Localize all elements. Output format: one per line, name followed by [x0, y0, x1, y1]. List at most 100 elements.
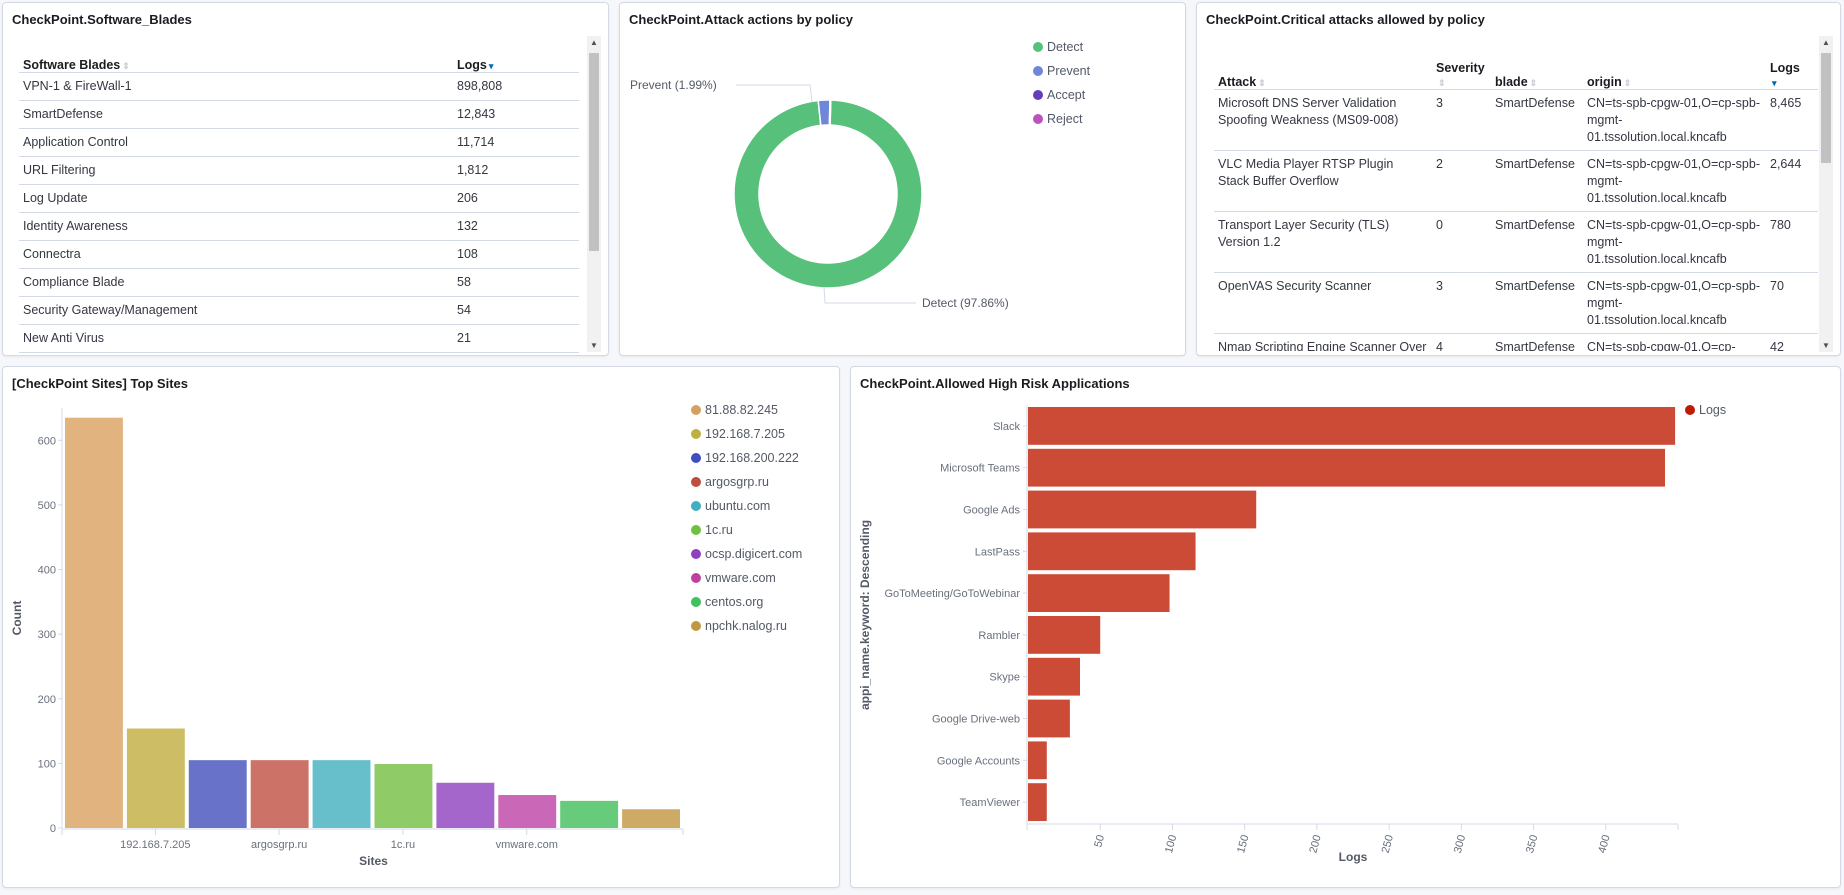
legend-item[interactable]: vmware.com [691, 571, 776, 585]
severity-cell: 4 [1432, 333, 1491, 351]
bar[interactable] [1028, 616, 1101, 654]
legend-dot-icon [691, 597, 701, 607]
bar[interactable] [250, 760, 309, 828]
table-row: Compliance Blade 58 [19, 268, 579, 297]
table-row: Nmap Scripting Engine Scanner Over 4 Smart… [1214, 333, 1818, 351]
severity-cell: 0 [1432, 211, 1491, 273]
scrollbar[interactable]: ▲ ▼ [1819, 36, 1833, 352]
scroll-up-icon[interactable]: ▲ [1822, 38, 1830, 47]
blade-cell: SmartDefense [1491, 333, 1583, 351]
y-tick-label: 500 [38, 500, 56, 512]
column-header-logs[interactable]: Logs ▾ [1766, 41, 1818, 90]
legend-item-reject[interactable]: Reject [1033, 112, 1082, 126]
x-tick-label: 50 [1092, 834, 1107, 849]
blade-name-cell: SmartDefense [19, 100, 453, 129]
y-axis-title: Count [10, 601, 24, 636]
table-row: Log Update 206 [19, 184, 579, 213]
legend-label: npchk.nalog.ru [705, 619, 788, 633]
origin-cell: CN=ts-spb-cpgw-01,O=cp-spb-mgmt-01.tssol… [1583, 89, 1766, 151]
attack-actions-panel: CheckPoint.Attack actions by policy Prev… [619, 2, 1186, 356]
y-tick-label: 0 [50, 823, 56, 835]
scrollbar-thumb[interactable] [589, 53, 599, 251]
attack-cell: Nmap Scripting Engine Scanner Over [1214, 333, 1432, 351]
legend-item[interactable]: ubuntu.com [691, 499, 770, 513]
critical-attacks-panel: CheckPoint.Critical attacks allowed by p… [1196, 2, 1841, 356]
table-row: VPN-1 & FireWall-1 898,808 [19, 72, 579, 101]
legend-dot-icon [691, 477, 701, 487]
sort-icon: ⇕ [1438, 77, 1446, 88]
logs-cell: 898,808 [453, 72, 579, 101]
legend-dot-icon [1033, 66, 1043, 76]
slice-prevent[interactable] [817, 99, 831, 127]
x-tick-label: 1c.ru [391, 839, 415, 851]
scroll-up-icon[interactable]: ▲ [590, 38, 598, 47]
legend-item[interactable]: 192.168.200.222 [691, 451, 799, 465]
x-tick-label: 200 [1307, 834, 1323, 855]
scroll-down-icon[interactable]: ▼ [590, 341, 598, 350]
high-risk-apps-chart: Slack Microsoft Teams Google Ads LastPass Go… [858, 406, 1679, 864]
column-header-attack[interactable]: Attack ⇕ [1214, 41, 1432, 90]
x-tick-label: 150 [1235, 834, 1251, 855]
table-row: Transport Layer Security (TLS) Version 1… [1214, 211, 1818, 273]
top-sites-chart: 0 100 200 300 400 500 600 192.168.7.205 argosgrp… [10, 408, 684, 868]
bar[interactable] [65, 417, 123, 828]
slice-reject[interactable] [829, 99, 832, 126]
scrollbar-thumb[interactable] [1821, 53, 1831, 163]
legend-label: Accept [1047, 88, 1086, 102]
legend-item[interactable]: argosgrp.ru [691, 475, 769, 489]
bar[interactable] [1028, 407, 1676, 445]
bar[interactable] [312, 760, 371, 828]
bar[interactable] [1028, 532, 1196, 571]
column-header-severity[interactable]: Severity ⇕ [1432, 41, 1491, 90]
legend-item[interactable]: 1c.ru [691, 523, 733, 537]
top-sites-panel: [CheckPoint Sites] Top Sites 0 100 200 300 4… [2, 366, 840, 888]
legend-label: argosgrp.ru [705, 475, 769, 489]
legend-dot-icon [1033, 42, 1043, 52]
scroll-down-icon[interactable]: ▼ [1822, 341, 1830, 350]
legend-item-accept[interactable]: Accept [1033, 88, 1085, 102]
attack-cell: VLC Media Player RTSP Plugin Stack Buffe… [1214, 150, 1432, 212]
legend-item-logs[interactable]: Logs [1685, 403, 1726, 417]
bar[interactable] [1028, 574, 1170, 612]
y-tick-label: 400 [38, 565, 56, 577]
bar[interactable] [1028, 783, 1047, 821]
legend-item[interactable]: 81.88.82.245 [691, 403, 778, 417]
bar[interactable] [188, 760, 247, 828]
legend-item[interactable]: 192.168.7.205 [691, 427, 785, 441]
software-blades-panel: CheckPoint.Software_Blades Software Blad… [2, 2, 609, 356]
bar[interactable] [1028, 741, 1047, 780]
column-header-software-blades[interactable]: Software Blades ⇕ [19, 41, 453, 73]
column-header-blade[interactable]: blade ⇕ [1491, 41, 1583, 90]
bar[interactable] [1028, 657, 1080, 696]
bar[interactable] [126, 728, 185, 828]
donut-chart: Prevent (1.99%) Detect (97.86%) [630, 78, 1009, 310]
legend-item-prevent[interactable]: Prevent [1033, 64, 1090, 78]
bar[interactable] [622, 809, 680, 828]
legend-label: ubuntu.com [705, 499, 771, 513]
panel-title: CheckPoint.Allowed High Risk Application… [860, 376, 1130, 391]
bar[interactable] [560, 800, 619, 828]
legend-item[interactable]: centos.org [691, 595, 763, 609]
logs-cell: 58 [453, 268, 579, 297]
column-header-logs[interactable]: Logs ▾ [453, 41, 579, 73]
scrollbar[interactable]: ▲ ▼ [587, 36, 601, 352]
bar[interactable] [1028, 448, 1665, 487]
bar[interactable] [374, 764, 433, 828]
origin-cell: CN=ts-spb-cpgw-01,O=cp-spb-mgmt-01.tssol… [1583, 150, 1766, 212]
logs-cell: 11,714 [453, 128, 579, 157]
bar[interactable] [1028, 490, 1257, 529]
legend-item[interactable]: ocsp.digicert.com [691, 547, 802, 561]
bar[interactable] [1028, 699, 1070, 738]
y-tick-label: LastPass [975, 546, 1021, 558]
y-tick-label: TeamViewer [960, 797, 1021, 809]
bar[interactable] [498, 795, 557, 828]
sort-icon: ⇕ [122, 60, 130, 71]
bar[interactable] [436, 782, 495, 828]
y-tick-label: Microsoft Teams [940, 463, 1020, 475]
table-row: SmartDefense 12,843 [19, 100, 579, 129]
slice-detect[interactable] [733, 99, 923, 289]
legend-item[interactable]: npchk.nalog.ru [691, 619, 787, 633]
column-header-origin[interactable]: origin ⇕ [1583, 41, 1766, 90]
legend-item-detect[interactable]: Detect [1033, 40, 1083, 54]
table-row: New Anti Virus 21 [19, 324, 579, 353]
